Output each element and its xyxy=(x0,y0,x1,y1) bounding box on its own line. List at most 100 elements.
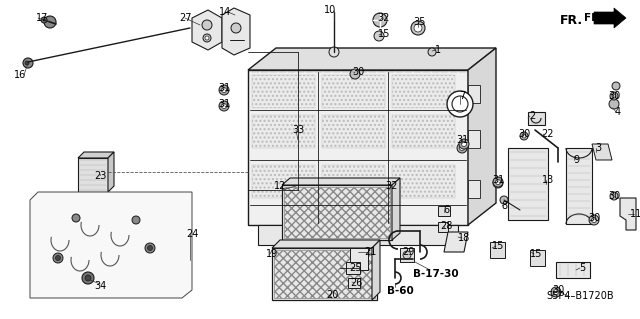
Circle shape xyxy=(520,132,528,140)
Polygon shape xyxy=(556,262,590,278)
Circle shape xyxy=(132,216,140,224)
Bar xyxy=(566,148,592,224)
Text: 16: 16 xyxy=(14,70,26,80)
Text: 29: 29 xyxy=(402,247,414,257)
Circle shape xyxy=(610,192,618,200)
Circle shape xyxy=(414,24,422,32)
Polygon shape xyxy=(468,48,496,225)
Text: 30: 30 xyxy=(518,129,530,139)
Text: 24: 24 xyxy=(186,229,198,239)
Circle shape xyxy=(493,178,503,188)
Polygon shape xyxy=(222,8,250,55)
Circle shape xyxy=(41,17,47,23)
Circle shape xyxy=(374,31,384,41)
Circle shape xyxy=(56,256,61,261)
Text: 2: 2 xyxy=(529,111,535,121)
Polygon shape xyxy=(594,8,626,28)
Text: 32: 32 xyxy=(378,13,390,23)
Text: 13: 13 xyxy=(542,175,554,185)
Circle shape xyxy=(612,94,616,98)
Bar xyxy=(392,165,455,198)
Polygon shape xyxy=(108,152,114,192)
Text: FR.: FR. xyxy=(584,13,604,23)
Text: 30: 30 xyxy=(588,213,600,223)
Bar xyxy=(438,206,450,216)
Circle shape xyxy=(610,92,618,100)
Circle shape xyxy=(329,47,339,57)
Bar xyxy=(322,115,385,148)
Circle shape xyxy=(551,287,561,297)
Text: 35: 35 xyxy=(414,17,426,27)
Circle shape xyxy=(145,243,155,253)
Polygon shape xyxy=(248,48,496,70)
Bar xyxy=(252,165,315,198)
Circle shape xyxy=(82,272,94,284)
Circle shape xyxy=(457,143,467,153)
Text: 14: 14 xyxy=(219,7,231,17)
Bar xyxy=(258,225,458,245)
Polygon shape xyxy=(392,178,400,240)
Circle shape xyxy=(495,181,500,186)
Circle shape xyxy=(447,91,473,117)
Text: 21: 21 xyxy=(364,247,376,257)
Text: 11: 11 xyxy=(630,209,640,219)
Bar xyxy=(322,75,385,108)
Text: 15: 15 xyxy=(530,249,542,259)
Text: 4: 4 xyxy=(615,107,621,117)
Polygon shape xyxy=(528,112,545,125)
Circle shape xyxy=(202,20,212,30)
Bar xyxy=(392,115,455,148)
Circle shape xyxy=(85,275,91,281)
Circle shape xyxy=(203,34,211,42)
Text: 33: 33 xyxy=(292,125,304,135)
Text: 32: 32 xyxy=(386,181,398,191)
Bar xyxy=(322,165,385,198)
Text: 18: 18 xyxy=(458,233,470,243)
Circle shape xyxy=(221,103,227,108)
Text: 15: 15 xyxy=(378,29,390,39)
Polygon shape xyxy=(78,152,114,158)
Text: S5P4–B1720B: S5P4–B1720B xyxy=(546,291,614,301)
Bar xyxy=(274,250,375,298)
Circle shape xyxy=(403,251,411,259)
Circle shape xyxy=(609,99,619,109)
Polygon shape xyxy=(248,70,468,225)
Circle shape xyxy=(459,139,469,149)
Text: 19: 19 xyxy=(266,249,278,259)
Polygon shape xyxy=(30,192,192,298)
Text: 9: 9 xyxy=(573,155,579,165)
Bar xyxy=(282,185,392,240)
Text: 22: 22 xyxy=(541,129,554,139)
Text: 5: 5 xyxy=(579,263,585,273)
Bar xyxy=(400,248,414,262)
Polygon shape xyxy=(78,158,108,192)
Circle shape xyxy=(219,101,229,111)
Circle shape xyxy=(522,134,526,138)
Text: 23: 23 xyxy=(94,171,106,181)
Circle shape xyxy=(495,180,500,184)
Circle shape xyxy=(221,87,227,93)
Circle shape xyxy=(44,16,56,28)
Circle shape xyxy=(452,96,468,112)
Text: 6: 6 xyxy=(443,205,449,215)
Circle shape xyxy=(411,21,425,35)
Text: 20: 20 xyxy=(326,290,338,300)
Polygon shape xyxy=(592,144,612,160)
Text: 31: 31 xyxy=(218,83,230,93)
Text: 25: 25 xyxy=(349,263,362,273)
Text: 31: 31 xyxy=(456,135,468,145)
Circle shape xyxy=(554,290,559,294)
Bar xyxy=(468,130,480,148)
Polygon shape xyxy=(444,232,468,252)
Circle shape xyxy=(612,82,620,90)
Bar xyxy=(468,180,480,198)
Circle shape xyxy=(147,246,152,250)
Circle shape xyxy=(373,13,387,27)
Text: 3: 3 xyxy=(595,143,601,153)
Bar xyxy=(346,262,360,274)
Text: 30: 30 xyxy=(352,67,364,77)
Bar xyxy=(272,248,377,300)
Circle shape xyxy=(231,23,241,33)
Text: 26: 26 xyxy=(350,278,362,288)
Bar xyxy=(252,75,315,108)
